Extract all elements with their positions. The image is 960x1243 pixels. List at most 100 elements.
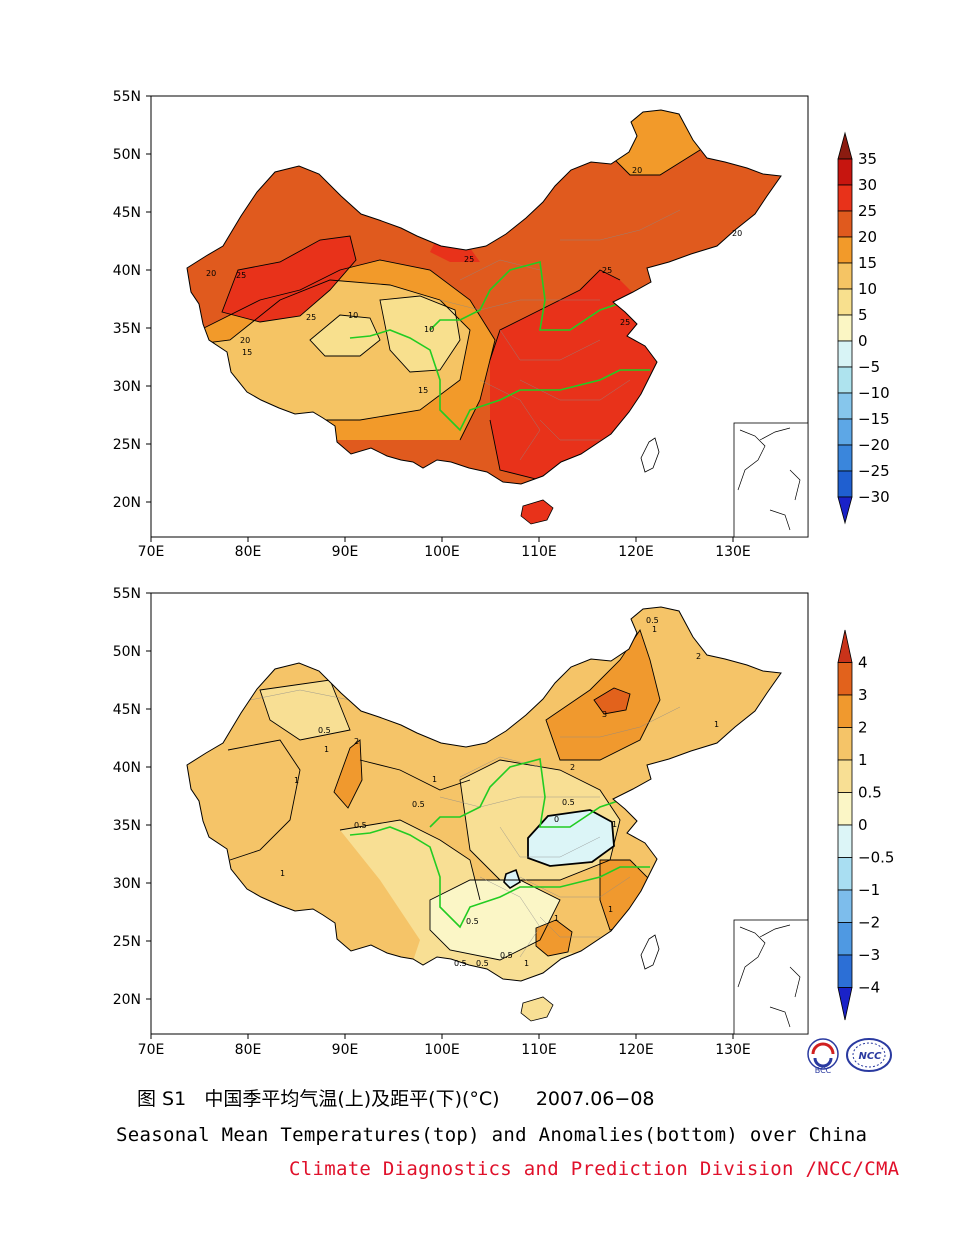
bottom-colorbar-label-3: 1	[858, 751, 868, 769]
top-lon-120e: 120E	[618, 544, 654, 560]
top-clab-9: 10	[348, 311, 358, 320]
bot-clab-2: 1	[324, 745, 329, 754]
bot-lat-50n: 50N	[113, 644, 141, 660]
bottom-colorbar-label-1: 3	[858, 686, 868, 704]
top-inset-south-china-sea	[733, 422, 809, 538]
top-lon-130e: 130E	[715, 544, 751, 560]
bottom-colorbar-swatch-4	[837, 759, 853, 793]
top-colorbar-swatch-9	[837, 366, 853, 394]
bot-clab-21: 0.5	[476, 959, 489, 968]
bcc-logo: BCC	[803, 1036, 843, 1076]
bot-lon-130e: 130E	[715, 1042, 751, 1058]
bottom-colorbar-swatch-8	[837, 889, 853, 923]
bottom-colorbar-swatch-2	[837, 694, 853, 728]
bottom-map: 0.5 1 2 1 0.5 1 2 1 0.5 1 0.5 1 2 3 1 0.…	[113, 586, 809, 1058]
top-lon-110e: 110E	[521, 544, 557, 560]
bot-lon-100e: 100E	[424, 1042, 460, 1058]
top-clab-3: 25	[236, 271, 246, 280]
top-lat-50n: 50N	[113, 147, 141, 163]
bottom-colorbar-swatch-5	[837, 792, 853, 826]
bottom-colorbar-label-0: 4	[858, 654, 868, 672]
bot-clab-23: 1	[608, 905, 613, 914]
bot-clab-13: 2	[570, 763, 575, 772]
bot-lon-120e: 120E	[618, 1042, 654, 1058]
top-colorbar-swatch-3	[837, 210, 853, 238]
bottom-colorbar-label-6: −0.5	[858, 849, 894, 867]
top-colorbar-label-6: 5	[858, 306, 868, 324]
bot-clab-6: 1	[280, 869, 285, 878]
bot-clab-15: 1	[612, 820, 617, 829]
top-contour-labels: 20 20 25 25 25 25 25 20 10 10 15 15 20	[206, 166, 742, 395]
top-colorbar-swatch-6	[837, 288, 853, 316]
top-clab-4: 25	[306, 313, 316, 322]
top-clab-11: 15	[418, 386, 428, 395]
bottom-colorbar-swatch-3	[837, 727, 853, 761]
bot-clab-9: 0.5	[646, 616, 659, 625]
top-colorbar-label-3: 20	[858, 228, 877, 246]
top-colorbar-label-10: −15	[858, 410, 890, 428]
top-colorbar-swatch-8	[837, 340, 853, 368]
top-colorbar-label-4: 15	[858, 254, 877, 272]
top-lat-ticks: 55N 50N 45N 40N 35N 30N 25N 20N	[113, 89, 141, 511]
top-lon-90e: 90E	[332, 544, 359, 560]
top-colorbar-swatch-5	[837, 262, 853, 290]
top-colorbar-label-1: 30	[858, 176, 877, 194]
top-colorbar-swatch-4	[837, 236, 853, 264]
bot-clab-4: 1	[294, 776, 299, 785]
top-map: 20 20 25 25 25 25 25 20 10 10 15 15 20 5…	[113, 89, 809, 560]
top-colorbar: 35 30 25 20 15 10 5 0 −5 −10 −15 −20 −25 −30	[837, 131, 890, 525]
top-clab-12: 15	[242, 348, 252, 357]
top-colorbar-cap-top	[837, 131, 853, 160]
top-clab-10: 10	[424, 325, 434, 334]
bot-lat-35n: 35N	[113, 818, 141, 834]
top-colorbar-swatch-12	[837, 444, 853, 472]
bottom-lon-ticks: 70E 80E 90E 100E 110E 120E 130E	[138, 1042, 751, 1058]
bottom-colorbar-swatch-9	[837, 922, 853, 956]
bot-clab-12: 1	[432, 775, 437, 784]
bcc-logo-text: BCC	[815, 1066, 832, 1075]
bottom-colorbar-swatch-1	[837, 662, 853, 696]
caption-credit: Climate Diagnostics and Prediction Divis…	[289, 1158, 900, 1180]
top-lon-100e: 100E	[424, 544, 460, 560]
bottom-contour-labels: 0.5 1 2 1 0.5 1 2 1 0.5 1 0.5 1 2 3 1 0.…	[280, 616, 719, 968]
bottom-colorbar-label-2: 2	[858, 719, 868, 737]
bot-lon-70e: 70E	[138, 1042, 165, 1058]
bot-clab-20: 0.5	[454, 959, 467, 968]
bottom-colorbar-swatch-6	[837, 824, 853, 858]
bot-lat-30n: 30N	[113, 876, 141, 892]
top-colorbar-label-7: 0	[858, 332, 868, 350]
top-lat-45n: 45N	[113, 205, 141, 221]
top-lat-30n: 30N	[113, 379, 141, 395]
bot-clab-11: 0.5	[412, 800, 425, 809]
top-colorbar-swatch-7	[837, 314, 853, 342]
top-colorbar-label-13: −30	[858, 488, 890, 506]
bot-clab-3: 2	[354, 737, 359, 746]
bot-lat-25n: 25N	[113, 934, 141, 950]
top-colorbar-label-11: −20	[858, 436, 890, 454]
top-colorbar-swatch-11	[837, 418, 853, 446]
top-lon-80e: 80E	[235, 544, 262, 560]
bot-clab-14: 3	[602, 710, 607, 719]
bottom-colorbar: 4 3 2 1 0.5 0 −0.5 −1 −2 −3 −4	[837, 629, 894, 1021]
top-colorbar-label-8: −5	[858, 358, 880, 376]
bot-lat-40n: 40N	[113, 760, 141, 776]
top-colorbar-label-9: −10	[858, 384, 890, 402]
top-colorbar-label-12: −25	[858, 462, 890, 480]
bot-lon-90e: 90E	[332, 1042, 359, 1058]
top-colorbar-swatch-2	[837, 184, 853, 212]
bot-clab-8: 1	[714, 720, 719, 729]
top-lat-25n: 25N	[113, 437, 141, 453]
bottom-colorbar-label-4: 0.5	[858, 784, 882, 802]
bot-clab-10: 1	[652, 625, 657, 634]
bot-clab-19: 0.5	[466, 917, 479, 926]
bottom-colorbar-label-9: −3	[858, 946, 880, 964]
top-lat-40n: 40N	[113, 263, 141, 279]
top-colorbar-swatch-10	[837, 392, 853, 420]
ncc-logo-text: NCC	[858, 1051, 882, 1062]
top-colorbar-label-0: 35	[858, 150, 877, 168]
bot-clab-5: 0.5	[354, 821, 367, 830]
bot-clab-16: 0.5	[562, 798, 575, 807]
caption-title-en: Seasonal Mean Temperatures(top) and Anom…	[116, 1124, 868, 1146]
bottom-colorbar-label-7: −1	[858, 881, 880, 899]
